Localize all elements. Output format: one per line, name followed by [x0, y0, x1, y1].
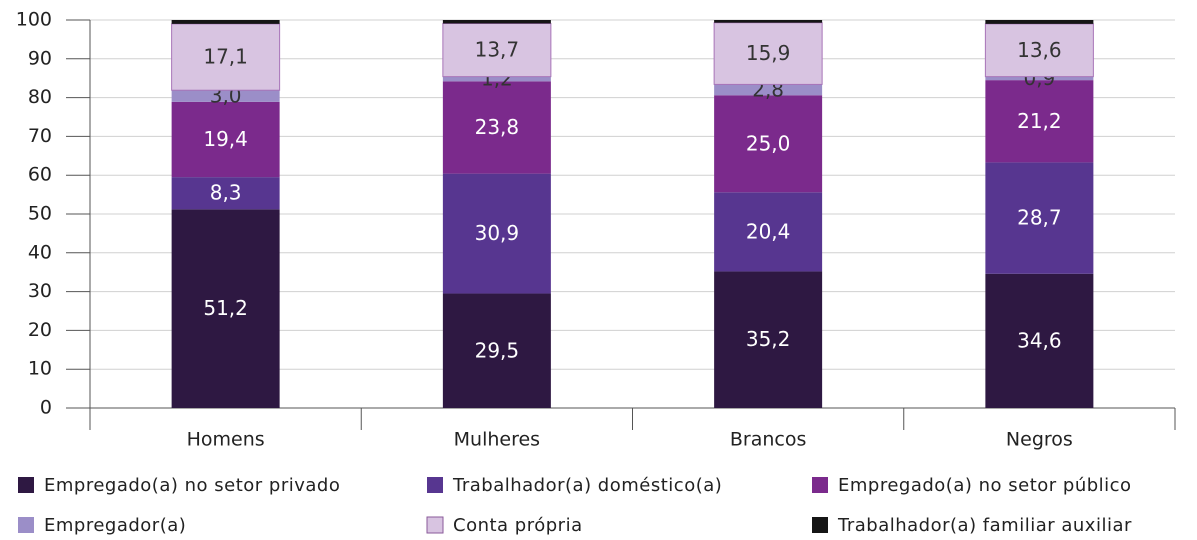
y-tick-label: 100 — [16, 9, 52, 31]
legend-swatch — [812, 517, 828, 533]
bar-segment — [442, 173, 551, 294]
y-tick-label: 0 — [40, 397, 52, 419]
y-tick-label: 50 — [28, 203, 52, 225]
value-label: 17,1 — [203, 45, 248, 69]
bar-segment — [714, 20, 823, 23]
bar-segment — [714, 271, 823, 408]
y-tick-label: 80 — [28, 86, 52, 108]
value-label: 8,3 — [210, 181, 242, 205]
value-label: 20,4 — [746, 219, 791, 243]
legend-swatch — [18, 517, 34, 533]
legend-label: Trabalhador(a) familiar auxiliar — [837, 515, 1132, 536]
bar-segment — [171, 209, 280, 408]
value-label: 29,5 — [475, 338, 520, 362]
x-tick-label: Negros — [1006, 429, 1073, 451]
x-tick-label: Brancos — [730, 429, 807, 451]
legend-label: Empregado(a) no setor público — [838, 475, 1132, 496]
value-label: 21,2 — [1017, 109, 1062, 133]
x-tick-label: Homens — [187, 429, 265, 451]
y-tick-label: 70 — [28, 125, 52, 147]
bar-segment — [713, 22, 823, 85]
bar-segment — [171, 177, 280, 210]
legend-swatch — [18, 477, 34, 493]
legend-label: Empregado(a) no setor privado — [44, 475, 340, 496]
value-label: 23,8 — [475, 115, 520, 139]
legend-label: Empregador(a) — [44, 515, 186, 536]
legend-label: Conta própria — [453, 515, 583, 536]
value-label: 15,9 — [746, 41, 791, 65]
y-tick-label: 40 — [28, 241, 52, 263]
bar-segment — [442, 20, 551, 24]
bar-segment — [985, 273, 1094, 408]
y-tick-label: 90 — [28, 47, 52, 69]
bar-segment — [985, 20, 1094, 24]
bar-segment — [171, 23, 281, 91]
bar-segment — [985, 76, 1094, 81]
bar-segment — [714, 95, 823, 193]
y-tick-label: 30 — [28, 280, 52, 302]
y-tick-label: 20 — [28, 319, 52, 341]
bar-segment — [985, 80, 1094, 163]
value-label: 13,6 — [1017, 38, 1062, 62]
bar-segment — [442, 293, 551, 408]
legend-swatch — [426, 516, 444, 534]
value-label: 28,7 — [1017, 206, 1062, 230]
bar-segment — [714, 84, 823, 96]
y-tick-label: 60 — [28, 164, 52, 186]
value-label: 34,6 — [1017, 328, 1062, 352]
value-label: 30,9 — [475, 221, 520, 245]
bar-segment — [442, 81, 551, 174]
bar-segment — [442, 22, 552, 78]
legend-label: Trabalhador(a) doméstico(a) — [452, 475, 722, 496]
bar-segment — [985, 162, 1094, 274]
bar-segment — [171, 90, 280, 102]
value-label: 19,4 — [203, 127, 248, 151]
legend-swatch — [812, 477, 828, 493]
bar-segment — [171, 20, 280, 24]
y-tick-label: 10 — [28, 358, 52, 380]
value-label: 35,2 — [746, 327, 791, 351]
value-label: 51,2 — [203, 296, 248, 320]
legend-swatch — [427, 477, 443, 493]
bar-segment — [171, 101, 280, 178]
bar-segment — [442, 76, 551, 82]
bar-segment — [984, 23, 1094, 78]
bar-segment — [714, 192, 823, 272]
value-label: 13,7 — [475, 38, 520, 62]
value-label: 25,0 — [746, 131, 791, 155]
x-tick-label: Mulheres — [454, 429, 540, 451]
